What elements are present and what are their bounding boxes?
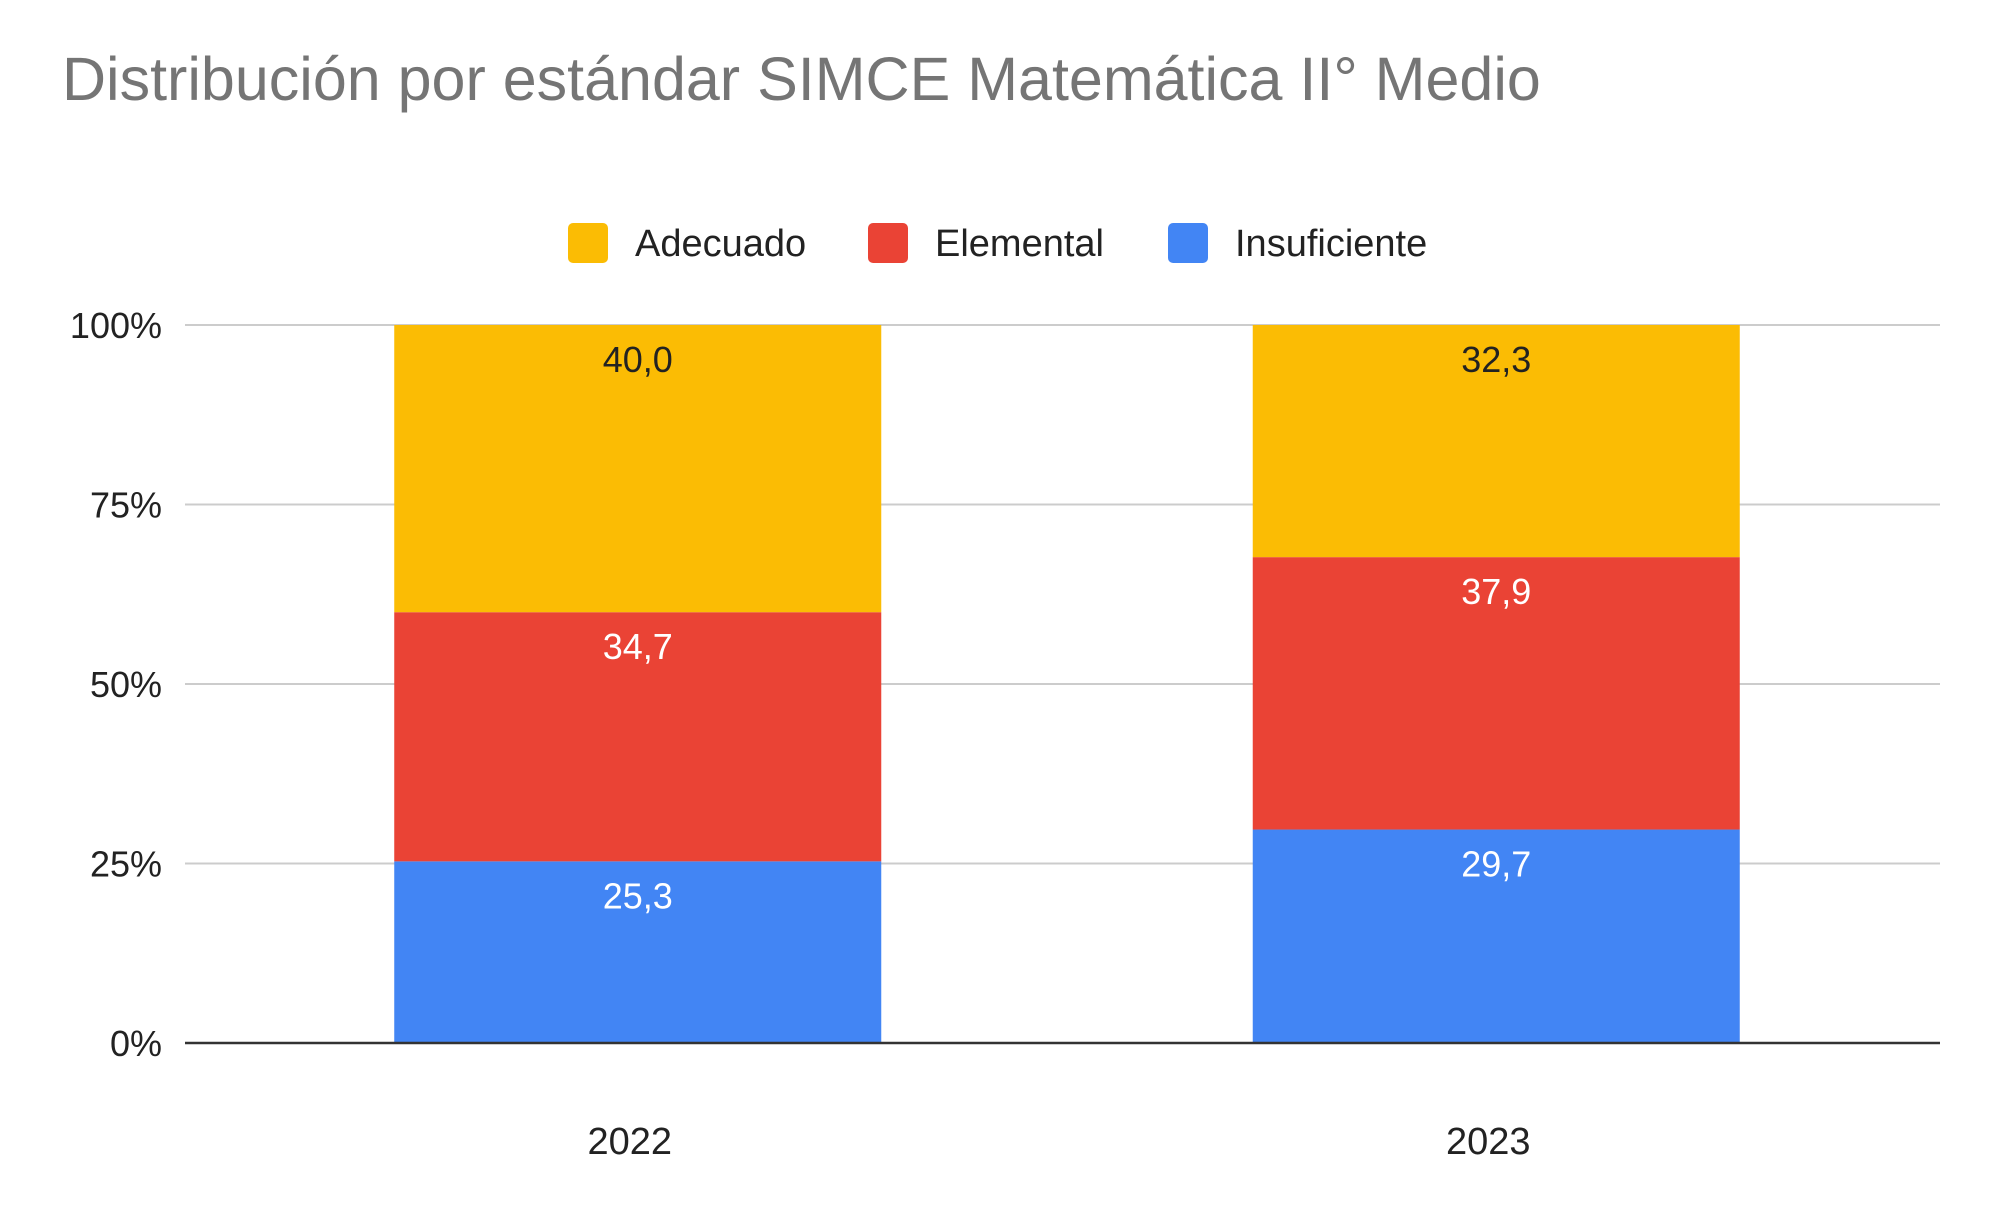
data-label: 25,3 bbox=[603, 875, 673, 916]
data-label: 37,9 bbox=[1461, 571, 1531, 612]
bars bbox=[394, 325, 1740, 1043]
legend-label-elemental: Elemental bbox=[935, 223, 1104, 265]
legend-swatch-elemental bbox=[868, 223, 908, 263]
x-axis-ticks: 2022 2023 bbox=[587, 1121, 1530, 1163]
bar-segment-adecuado-2022 bbox=[394, 325, 882, 613]
y-tick-label: 75% bbox=[90, 485, 162, 526]
legend-swatch-adecuado bbox=[568, 223, 608, 263]
bar-segment-insuficiente-2023 bbox=[1252, 829, 1740, 1043]
bar-segment-adecuado-2023 bbox=[1252, 325, 1740, 558]
y-axis-ticks: 0% 25% 50% 75% 100% bbox=[70, 305, 162, 1064]
y-tick-label: 100% bbox=[70, 305, 162, 346]
y-tick-label: 25% bbox=[90, 844, 162, 885]
y-tick-label: 50% bbox=[90, 664, 162, 705]
data-labels: 25,3 34,7 40,0 29,7 37,9 32,3 bbox=[603, 339, 1532, 916]
legend-label-insuficiente: Insuficiente bbox=[1235, 223, 1427, 265]
data-label: 32,3 bbox=[1461, 339, 1531, 380]
chart-title: Distribución por estándar SIMCE Matemáti… bbox=[62, 45, 1541, 113]
legend-label-adecuado: Adecuado bbox=[635, 223, 806, 265]
legend-swatch-insuficiente bbox=[1168, 223, 1208, 263]
bar-segment-insuficiente-2022 bbox=[394, 861, 882, 1043]
legend: Adecuado Elemental Insuficiente bbox=[568, 223, 1427, 265]
bar-segment-elemental-2022 bbox=[394, 612, 882, 862]
x-tick-label: 2022 bbox=[587, 1121, 672, 1163]
data-label: 40,0 bbox=[603, 339, 673, 380]
y-tick-label: 0% bbox=[110, 1023, 162, 1064]
x-tick-label: 2023 bbox=[1446, 1121, 1531, 1163]
data-label: 34,7 bbox=[603, 626, 673, 667]
data-label: 29,7 bbox=[1461, 844, 1531, 885]
bar-segment-elemental-2023 bbox=[1252, 557, 1740, 830]
